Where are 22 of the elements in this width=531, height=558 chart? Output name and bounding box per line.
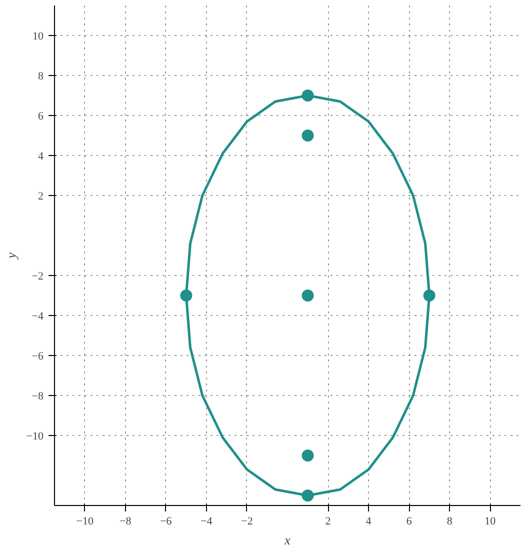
- x-tick-label: 2: [325, 516, 331, 528]
- x-tick-label: 6: [406, 516, 412, 528]
- x-tick-label: −8: [120, 516, 132, 528]
- y-tick-label: −2: [32, 270, 44, 282]
- y-tick-label: −10: [26, 430, 44, 442]
- y-tick-label: −8: [32, 390, 44, 402]
- x-tick-label: −2: [241, 516, 253, 528]
- y-tick-label: −4: [32, 310, 44, 322]
- y-tick-label: 4: [38, 150, 44, 162]
- x-tick-label: −10: [76, 516, 94, 528]
- x-tick-label: −4: [200, 516, 213, 528]
- y-tick-label: 10: [32, 30, 44, 42]
- x-axis-title: x: [284, 532, 291, 548]
- y-axis-title: y: [3, 252, 18, 260]
- y-tick-label: 6: [38, 110, 44, 122]
- x-tick-label: 4: [366, 516, 372, 528]
- x-tick-label: 8: [446, 516, 453, 528]
- x-tick-label: 10: [484, 516, 496, 528]
- y-tick-label: −6: [32, 350, 44, 362]
- x-tick-label: −6: [160, 516, 172, 528]
- y-tick-label: 8: [38, 70, 44, 82]
- y-tick-label: 2: [38, 190, 44, 202]
